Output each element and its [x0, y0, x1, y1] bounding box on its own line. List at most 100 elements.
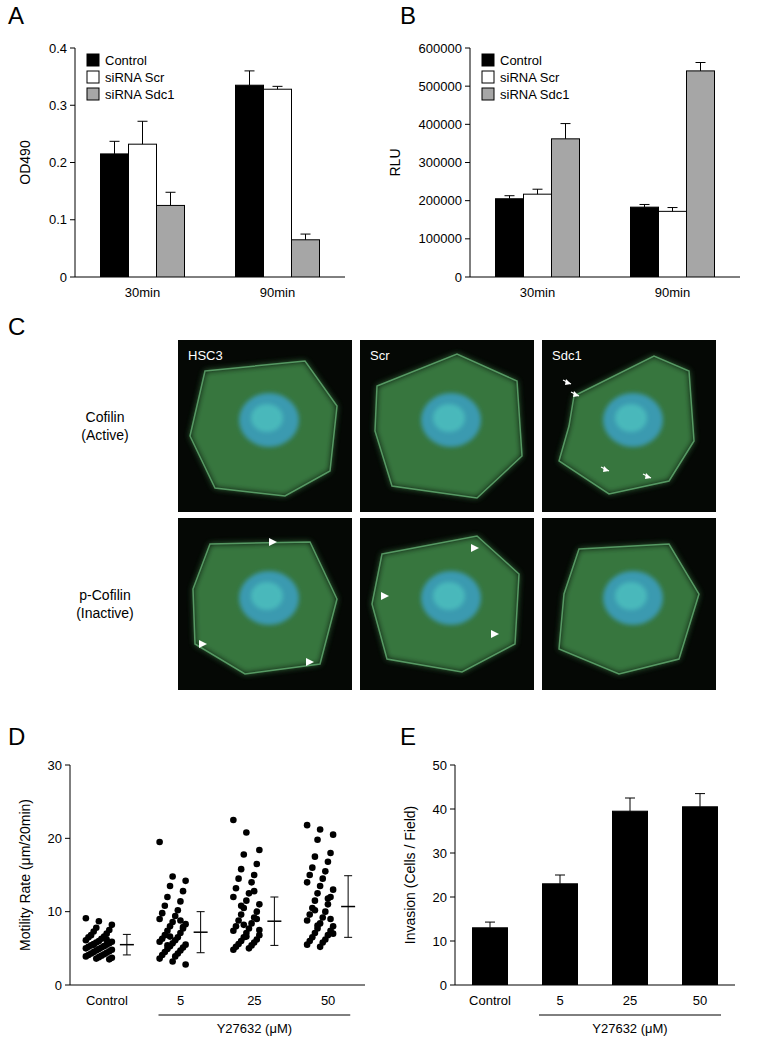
point	[246, 945, 253, 952]
bar	[496, 199, 524, 277]
point	[235, 875, 242, 882]
point	[96, 918, 103, 925]
legend-label: Control	[500, 53, 542, 68]
micrograph-bg	[178, 340, 352, 512]
error-cap	[110, 141, 120, 142]
nucleus	[421, 571, 481, 625]
point	[156, 916, 163, 923]
point	[243, 829, 250, 836]
error-bar	[700, 63, 701, 71]
axes: 00.10.20.30.4OD490A30min90min	[8, 2, 345, 300]
axes: 0100000200000300000400000500000600000RLU…	[387, 2, 740, 300]
point	[312, 853, 319, 860]
legend: ControlsiRNA ScrsiRNA Sdc1	[482, 53, 569, 102]
point	[93, 955, 100, 962]
point	[330, 831, 337, 838]
point	[314, 922, 321, 929]
row-label: (Active)	[81, 427, 128, 443]
tick	[465, 86, 470, 87]
error-cap	[485, 922, 495, 923]
axis-title: OD490	[17, 140, 33, 185]
tick-label: 20	[48, 831, 62, 846]
tick-label: 50	[433, 758, 447, 773]
micrograph-bg	[542, 518, 716, 690]
error-bar	[565, 124, 566, 139]
category-label: 5	[556, 993, 563, 1008]
point	[90, 941, 97, 948]
tick-label: 400000	[419, 117, 462, 132]
point	[230, 947, 237, 954]
point	[238, 911, 245, 918]
category-label: 50	[693, 993, 707, 1008]
nucleus	[421, 393, 481, 447]
point	[317, 883, 324, 890]
error-bar	[537, 189, 538, 194]
tick	[70, 48, 75, 49]
tick	[70, 162, 75, 163]
panel-letter: C	[8, 313, 25, 340]
point	[156, 938, 163, 945]
sd-cap	[197, 911, 205, 912]
point	[83, 945, 90, 952]
error-cap	[138, 121, 148, 122]
tick	[65, 838, 70, 839]
arrow-head	[306, 658, 314, 666]
nucleus-core	[251, 404, 283, 432]
arrow	[601, 467, 609, 471]
point	[304, 941, 311, 948]
point	[309, 864, 316, 871]
point	[175, 907, 182, 914]
nucleus	[603, 571, 663, 625]
point	[180, 924, 187, 931]
point	[253, 916, 260, 923]
error-bar	[560, 875, 561, 884]
point	[306, 911, 313, 918]
point	[182, 878, 189, 885]
cell-edge	[375, 354, 522, 498]
nucleus-core	[433, 582, 465, 610]
point	[325, 901, 332, 908]
tick	[450, 941, 455, 942]
sd-cap	[344, 875, 352, 876]
column-label: Scr	[370, 348, 390, 363]
micrograph: Scr	[360, 340, 534, 512]
nucleus-core	[615, 404, 647, 432]
error-cap	[561, 123, 571, 124]
legend-swatch	[87, 54, 99, 66]
tick	[465, 162, 470, 163]
axis-title: Motility Rate (μm/20min)	[17, 799, 33, 951]
bar	[687, 71, 715, 277]
legend-label: siRNA Sdc1	[105, 87, 174, 102]
micrograph	[542, 518, 716, 690]
point	[304, 879, 311, 886]
arrow	[571, 392, 579, 396]
cell-edge	[559, 544, 699, 674]
axis-title: RLU	[387, 148, 403, 176]
error-bar	[114, 141, 115, 154]
error-cap	[166, 192, 176, 193]
tick	[450, 809, 455, 810]
point	[243, 933, 250, 940]
tick	[465, 124, 470, 125]
error-cap	[668, 207, 678, 208]
arrow	[643, 474, 651, 478]
point	[312, 897, 319, 904]
arrow-head	[471, 544, 479, 552]
point	[330, 886, 337, 893]
bar	[157, 205, 185, 277]
bar	[264, 89, 292, 277]
point	[319, 914, 326, 921]
micrograph: HSC3	[178, 340, 352, 512]
sd-bar	[348, 876, 349, 938]
legend: ControlsiRNA ScrsiRNA Sdc1	[87, 53, 174, 102]
tick-label: 30	[48, 758, 62, 773]
point	[177, 898, 184, 905]
arrow-head	[573, 391, 579, 397]
tick-label: 200000	[419, 193, 462, 208]
y-axis	[70, 765, 71, 985]
annotation: Y27632 (μM)	[217, 1021, 292, 1036]
micrograph: Sdc1	[542, 340, 716, 512]
error-cap	[640, 204, 650, 205]
panel-letter: A	[8, 2, 24, 29]
panel-letter: D	[8, 723, 25, 750]
